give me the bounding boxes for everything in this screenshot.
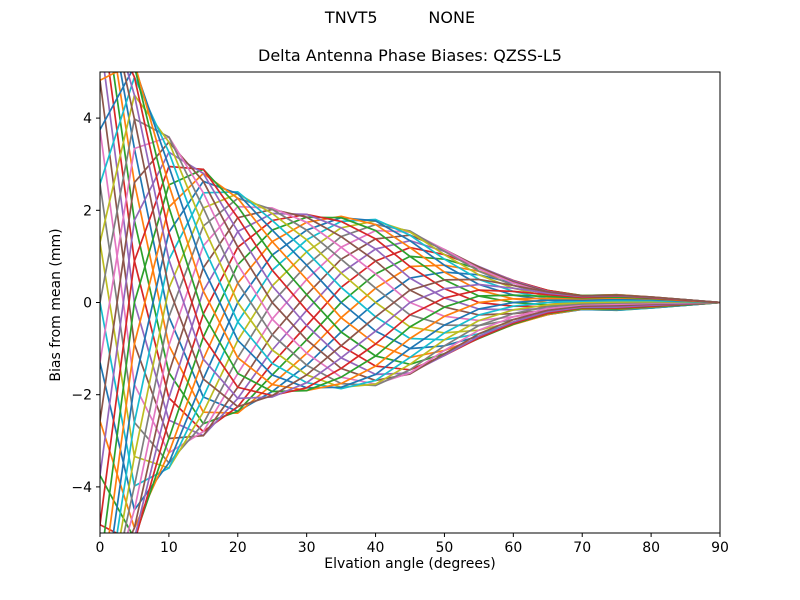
y-axis-label-text: Bias from mean (mm): [48, 228, 64, 382]
y-tick-label: −2: [71, 388, 92, 404]
series-line-27: [100, 136, 720, 385]
axes-title: Delta Antenna Phase Biases: QZSS-L5: [258, 46, 562, 65]
x-tick-label: 10: [160, 540, 178, 556]
x-tick-label: 70: [573, 540, 591, 556]
series-line-29: [100, 94, 720, 389]
x-tick-label: 80: [642, 540, 660, 556]
series-line-14: [100, 213, 720, 533]
y-tick-label: 2: [83, 203, 92, 219]
series-line-36: [123, 72, 720, 408]
series-line-26: [100, 141, 720, 422]
y-tick-label: −4: [71, 480, 92, 496]
series-line-13: [100, 216, 720, 533]
x-tick-label: 20: [229, 540, 247, 556]
series-line-28: [100, 118, 720, 387]
x-tick-label: 30: [298, 540, 316, 556]
series-line-30: [100, 76, 720, 390]
series-line-33: [134, 72, 720, 393]
x-axis-label: Elvation angle (degrees): [324, 556, 496, 572]
y-tick-label: 0: [83, 296, 92, 312]
figure-suptitle: TNVT5 NONE: [324, 8, 476, 27]
series-line-31: [100, 72, 720, 389]
x-tick-label: 90: [711, 540, 729, 556]
x-tick-label: 40: [367, 540, 385, 556]
series-line-32: [100, 72, 720, 392]
y-tick-label: 4: [83, 111, 92, 127]
x-tick-label: 50: [436, 540, 454, 556]
x-tick-label: 0: [96, 540, 105, 556]
x-tick-label: 60: [504, 540, 522, 556]
